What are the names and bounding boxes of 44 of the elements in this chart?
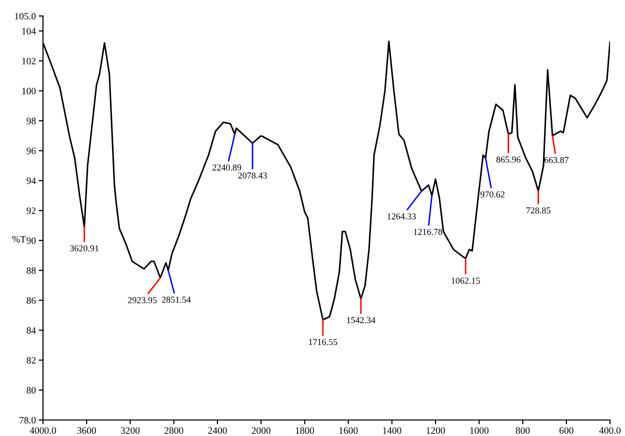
x-tick-label: 1400	[383, 427, 402, 434]
annotation: 728.85	[526, 207, 550, 214]
y-tick-label: 105.0	[15, 12, 36, 20]
y-tick-label: 86	[26, 297, 36, 304]
y-tick-label: 98	[26, 118, 36, 124]
annotation: 1062.15	[452, 278, 480, 284]
x-tick-label: 400.0	[599, 427, 621, 434]
annotation: 663.87	[544, 156, 569, 164]
x-tick-label: 1600	[339, 427, 358, 434]
x-tick-label: 1200	[426, 427, 445, 434]
y-tick-label: 92	[26, 207, 36, 214]
annotation: 865.96	[496, 156, 521, 163]
annotation: 2851.54	[162, 296, 191, 303]
y-tick-label: 90	[26, 237, 36, 244]
annotation: 1264.33	[388, 213, 416, 220]
x-tick-label: 600	[560, 427, 574, 434]
y-tick-label: 84	[26, 327, 36, 334]
annotation: 1216.78	[414, 228, 442, 235]
y-tick-label: 78.0	[20, 416, 36, 424]
annotation: 2078.43	[238, 172, 267, 179]
y-tick-label: 88	[26, 267, 36, 274]
y-tick-label: 94	[26, 178, 36, 184]
x-tick-label: 800	[516, 427, 530, 434]
annotation: 970.62	[480, 191, 504, 198]
x-tick-label: 2400	[208, 427, 227, 434]
y-axis-title: %T	[12, 236, 26, 242]
x-tick-label: 2800	[164, 427, 184, 434]
y-tick-label: 96	[26, 148, 36, 154]
y-tick-label: 100	[22, 88, 36, 94]
x-tick-label: 1800	[296, 427, 314, 434]
y-tick-label: 102	[22, 58, 36, 64]
annotation: 2240.89	[212, 164, 242, 171]
annotation: 2923.95	[128, 297, 157, 304]
x-tick-label: 1000	[470, 427, 489, 434]
x-tick-label: 4000.0	[30, 427, 56, 434]
annotation: 1716.55	[309, 339, 338, 346]
annotation: 3620.91	[70, 245, 98, 252]
x-tick-label: 3600	[77, 427, 96, 434]
y-tick-label: 104	[22, 28, 36, 34]
x-tick-label: 2000	[252, 427, 270, 434]
annotation: 1542.34	[347, 317, 376, 324]
x-tick-label: 3200	[120, 427, 140, 434]
y-tick-label: 82	[26, 357, 36, 364]
y-tick-label: 80	[26, 386, 36, 394]
